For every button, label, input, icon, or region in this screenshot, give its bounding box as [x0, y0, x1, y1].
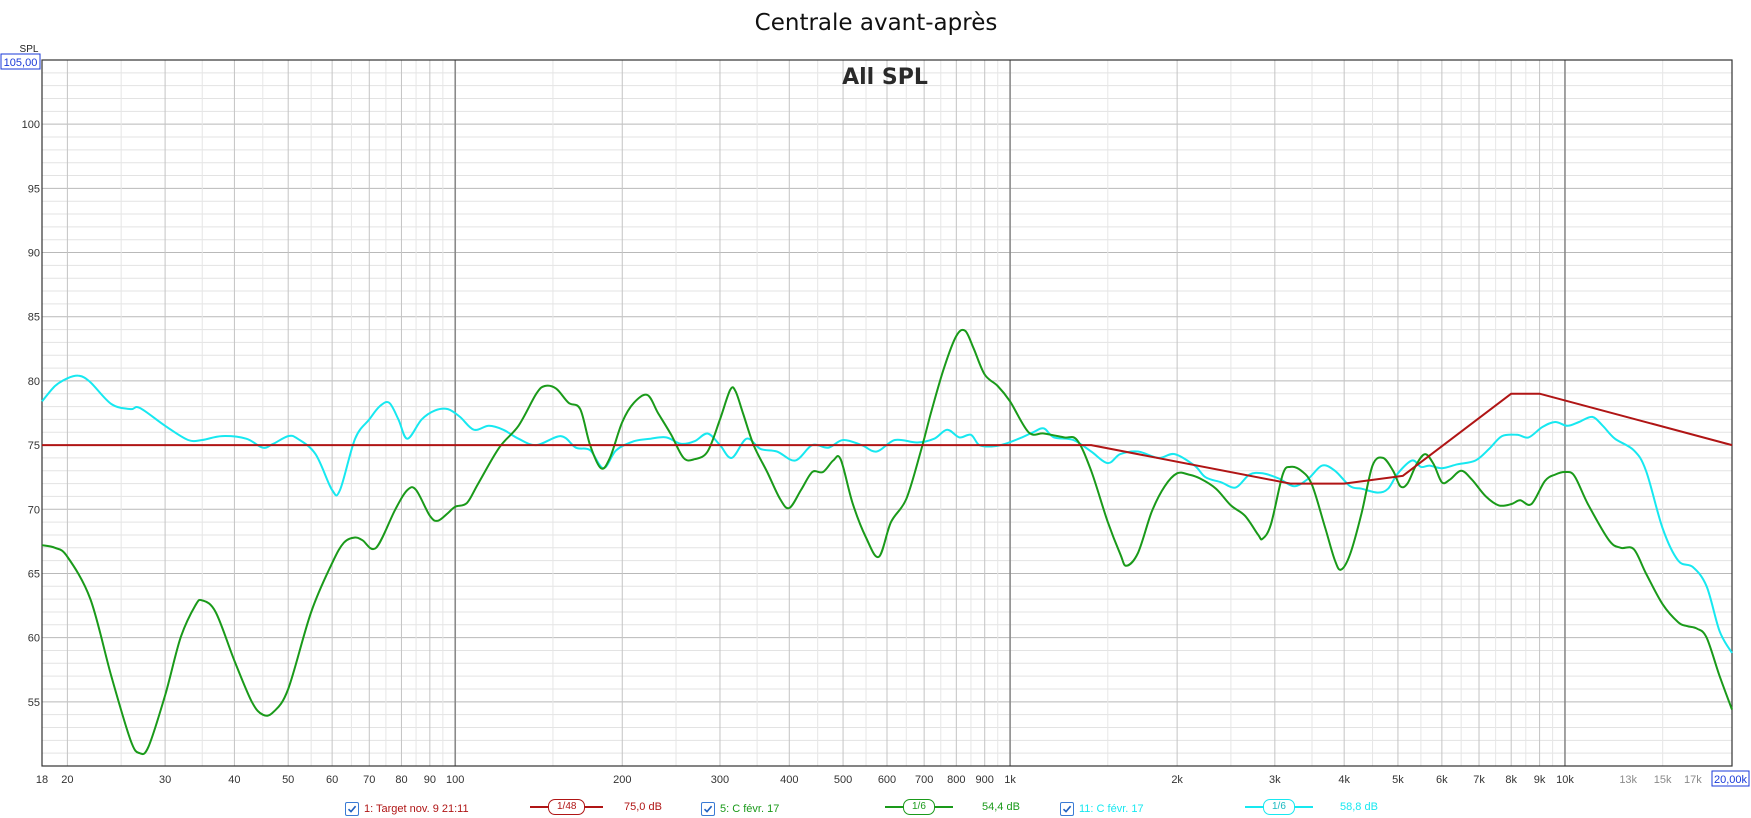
grid: [42, 60, 1732, 767]
series-target-line: [42, 392, 1733, 485]
x-tick-label: 100: [446, 774, 464, 786]
y-tick-label: 75: [28, 440, 40, 452]
y-tick-label: 55: [28, 697, 40, 709]
y-axis-label: SPL: [20, 44, 39, 55]
x-tick-label: 70: [363, 774, 375, 786]
x-tick-label: 5k: [1392, 774, 1404, 786]
x-tick-label: 400: [780, 774, 798, 786]
x-tick-label: 3k: [1269, 774, 1281, 786]
smoothing-badge-target[interactable]: 1/48: [530, 799, 604, 815]
x-tick-label: 9k: [1534, 774, 1546, 786]
y-top-value-box[interactable]: [0, 53, 41, 70]
smoothing-label: 1/6: [903, 799, 935, 815]
x-tick-label: 15k: [1654, 774, 1672, 786]
legend-level-target: 75,0 dB: [624, 801, 662, 813]
x-tick-label: 600: [878, 774, 896, 786]
legend-label: 1: Target nov. 9 21:11: [364, 803, 469, 815]
legend-level-c-after: 58,8 dB: [1340, 801, 1378, 813]
y-tick-label: 70: [28, 504, 40, 516]
y-tick-label: 65: [28, 568, 40, 580]
x-tick-label: 1k: [1004, 774, 1016, 786]
x-tick-label: 18: [36, 774, 48, 786]
legend-label: 5: C févr. 17: [720, 803, 780, 815]
x-tick-label: 20: [61, 774, 73, 786]
x-tick-label: 40: [228, 774, 240, 786]
x-right-value-box[interactable]: [1711, 770, 1750, 787]
legend-item-target[interactable]: 1: Target nov. 9 21:11: [345, 801, 469, 817]
legend-item-c-after[interactable]: 11: C févr. 17: [1060, 801, 1144, 817]
x-tick-label: 2k: [1171, 774, 1183, 786]
smoothing-badge-c-after[interactable]: 1/6: [1245, 799, 1313, 815]
x-tick-label: 4k: [1338, 774, 1350, 786]
x-tick-label: 60: [326, 774, 338, 786]
x-tick-label: 17k: [1684, 774, 1702, 786]
x-tick-label: 900: [976, 774, 994, 786]
x-tick-label: 500: [834, 774, 852, 786]
x-tick-label: 10k: [1556, 774, 1574, 786]
x-tick-label: 700: [915, 774, 933, 786]
y-tick-label: 100: [22, 119, 40, 131]
checkbox-icon[interactable]: [345, 802, 359, 816]
series-c-after-line: [41, 374, 1733, 654]
y-tick-label: 80: [28, 376, 40, 388]
axis-ticks: 55 60 65 70 75 80 85 90 95 100 18 20 30 40 50 60 70 80 90 1…: [22, 119, 1703, 786]
checkbox-icon[interactable]: [701, 802, 715, 816]
legend-label: 11: C févr. 17: [1079, 803, 1144, 815]
x-tick-label: 7k: [1473, 774, 1485, 786]
x-tick-label: 30: [159, 774, 171, 786]
plot-area-border: [41, 59, 1733, 767]
x-tick-label: 50: [282, 774, 294, 786]
x-tick-label: 13k: [1619, 774, 1637, 786]
y-top-value: 105,00: [4, 57, 38, 69]
x-right-value: 20,00k: [1714, 774, 1748, 786]
chart-title: Centrale avant-après: [755, 10, 998, 36]
x-tick-label: 8k: [1505, 774, 1517, 786]
y-tick-label: 85: [28, 312, 40, 324]
checkbox-icon[interactable]: [1060, 802, 1074, 816]
smoothing-label: 1/48: [548, 799, 586, 815]
y-tick-label: 95: [28, 183, 40, 195]
x-tick-label: 90: [424, 774, 436, 786]
x-tick-label: 80: [395, 774, 407, 786]
x-tick-label: 300: [711, 774, 729, 786]
x-tick-label: 200: [613, 774, 631, 786]
legend-level-c-before: 54,4 dB: [982, 801, 1020, 813]
series-c-before-line: [41, 328, 1733, 756]
smoothing-badge-c-before[interactable]: 1/6: [885, 799, 953, 815]
series: [41, 328, 1733, 756]
legend-item-c-before[interactable]: 5: C févr. 17: [701, 801, 779, 817]
x-tick-label: 800: [947, 774, 965, 786]
smoothing-label: 1/6: [1263, 799, 1295, 815]
y-tick-label: 90: [28, 248, 40, 260]
chart-subtitle: All SPL: [842, 65, 928, 90]
x-tick-label: 6k: [1436, 774, 1448, 786]
y-tick-label: 60: [28, 633, 40, 645]
